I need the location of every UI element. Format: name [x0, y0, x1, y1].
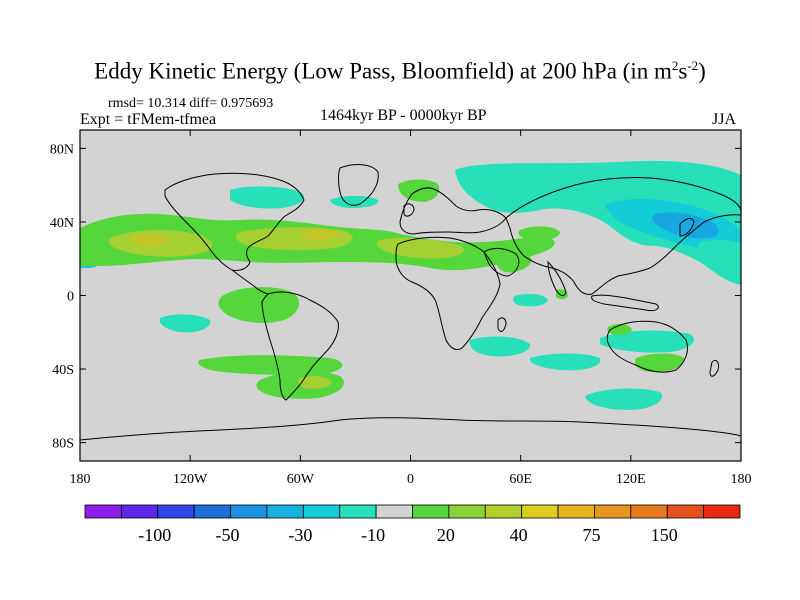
colorbar: -100 -50 -30 -10 20 40 75 150 [84, 504, 741, 545]
anomaly-region-neg10-southocean [585, 388, 663, 410]
coast-indonesia [591, 294, 659, 311]
y-tick-label: 80S [52, 437, 74, 452]
coast-greenland [338, 164, 379, 206]
colorbar-tick-label: 75 [582, 525, 600, 545]
colorbar-box [266, 504, 304, 519]
colorbar-box [630, 504, 668, 519]
anomaly-region-pos20-arabia [496, 252, 532, 273]
experiment-label: Expt = tFMem-tfmea [80, 111, 217, 128]
coast-madagascar [497, 317, 507, 332]
colorbar-tick-label: -30 [288, 525, 312, 545]
anomaly-region-neg10-asia [455, 160, 741, 285]
colorbar-box [84, 504, 122, 519]
anomaly-region-neg10-npac-east [697, 239, 741, 275]
x-tick-label: 120E [616, 472, 646, 487]
colorbar-box [193, 504, 231, 519]
colorbar-box [557, 504, 595, 519]
anomaly-region-neg10-australia [600, 330, 694, 353]
colorbar-box [339, 504, 377, 519]
anomaly-region-neg10-ssouthatl [469, 336, 531, 357]
colorbar-tick-label: -100 [138, 525, 171, 545]
colorbar-box [120, 504, 159, 519]
anomaly-region-pos30-samerica [297, 375, 332, 389]
coast-india [547, 260, 567, 297]
anomaly-region-pos20-sindian [634, 353, 685, 372]
anomaly-region-pos40-natl [299, 229, 339, 240]
x-tick-label: 180 [70, 472, 91, 487]
colorbar-box [448, 504, 486, 519]
colorbar-tick-label: 20 [437, 525, 455, 545]
colorbar-box [594, 504, 632, 519]
colorbar-box [521, 504, 559, 519]
colorbar-box [703, 504, 741, 519]
x-tick-label: 180 [731, 472, 752, 487]
x-tick-label: 120W [173, 472, 208, 487]
anomaly-region-pos20-indonesia [556, 289, 568, 300]
anomaly-region-pos20-aus-north [607, 323, 632, 335]
period-subtitle: 1464kyr BP - 0000kyr BP [320, 107, 487, 124]
coast-uk [403, 203, 415, 217]
chart-title: Eddy Kinetic Energy (Low Pass, Bloomfiel… [94, 58, 706, 84]
coast-antarctica [80, 417, 741, 441]
anomaly-region-neg10-sindian [529, 353, 601, 371]
colorbar-box [157, 504, 195, 519]
y-tick-label: 80N [50, 142, 74, 157]
anomaly-region-pos30-africa [376, 237, 464, 259]
colorbar-box [230, 504, 268, 519]
anomaly-region-neg10-epac [159, 314, 211, 333]
colorbar-box [302, 504, 341, 519]
anomaly-region-pos20-southpac [198, 355, 343, 375]
coast-north-america [164, 172, 305, 271]
coast-central-america [231, 269, 269, 295]
coast-south-america [261, 291, 339, 401]
colorbar-box [484, 504, 523, 519]
x-tick-label: 60W [287, 472, 315, 487]
y-tick-label: 0 [67, 290, 74, 305]
colorbar-box [375, 504, 413, 519]
stats-text: rmsd= 10.314 diff= 0.975693 [108, 96, 274, 111]
anomaly-region-pos20-asia [518, 226, 560, 241]
coastlines [80, 164, 741, 441]
coast-europe [399, 187, 507, 235]
anomaly-region-neg30-asia [652, 212, 720, 239]
colorbar-tick-label: 150 [651, 525, 678, 545]
colorbar-tick-label: 40 [510, 525, 528, 545]
anomaly-region-pos20-epac-tropics [218, 287, 299, 323]
colorbar-tick-label: -10 [361, 525, 385, 545]
colorbar-box [412, 504, 450, 519]
y-tick-label: 40S [52, 363, 74, 378]
y-tick-label: 40N [50, 216, 74, 231]
x-tick-label: 60E [509, 472, 532, 487]
anomaly-region-neg10-indian [513, 293, 548, 307]
coast-australia [606, 320, 689, 373]
colorbar-tick-label: -50 [216, 525, 240, 545]
coast-arabia [483, 247, 520, 277]
x-tick-label: 0 [407, 472, 414, 487]
coast-new-zealand [709, 359, 719, 377]
axes: 180 120W 60W 0 60E 120E 180 80N 40N 0 40S 80S [50, 130, 752, 487]
coast-japan [679, 217, 695, 237]
anomaly-region-pos40-npac [129, 235, 168, 246]
colorbar-box [666, 504, 705, 519]
season-label: JJA [712, 111, 737, 128]
coast-africa [395, 236, 501, 351]
anomaly-region-neg10-atlantic [230, 186, 304, 209]
anomaly-region-pos20-europe [398, 179, 440, 202]
